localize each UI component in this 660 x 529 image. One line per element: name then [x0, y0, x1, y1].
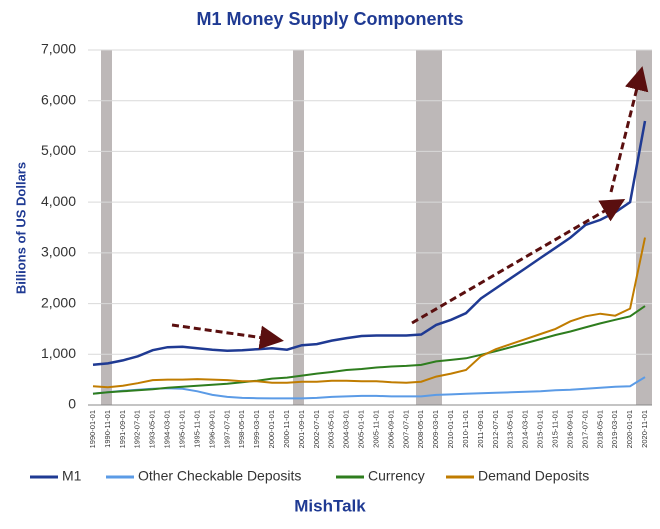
x-tick-label: 2020-11-01	[640, 410, 649, 448]
legend-label: M1	[62, 468, 82, 484]
x-tick-label: 2008-05-01	[416, 410, 425, 448]
y-tick-label: 1,000	[41, 345, 76, 361]
legend-item: M1	[30, 468, 82, 484]
x-tick-label: 2012-07-01	[491, 410, 500, 448]
arrow	[609, 66, 649, 193]
x-tick-label: 1992-07-01	[133, 410, 142, 448]
x-tick-label: 1997-07-01	[222, 410, 231, 448]
x-tick-label: 2005-01-01	[357, 410, 366, 448]
x-tick-label: 2010-11-01	[461, 410, 470, 448]
x-tick-label: 2010-01-01	[446, 410, 455, 448]
x-tick-label: 2000-01-01	[267, 410, 276, 448]
x-tick-label: 2006-09-01	[386, 410, 395, 448]
x-tick-label: 2019-03-01	[610, 410, 619, 448]
x-tick-label: 1994-03-01	[163, 410, 172, 448]
line-series	[92, 376, 646, 400]
y-tick-label: 0	[68, 396, 76, 412]
x-tick-label: 2020-01-01	[625, 410, 634, 448]
x-tick-label: 1995-11-01	[192, 410, 201, 448]
annotations	[171, 66, 649, 350]
y-tick-label: 3,000	[41, 244, 76, 260]
x-tick-label: 2015-11-01	[551, 410, 560, 448]
x-tick-label: 2007-07-01	[401, 410, 410, 448]
legend-item: Currency	[336, 468, 425, 484]
y-axis-label: Billions of US Dollars	[13, 162, 28, 294]
legend-label: Other Checkable Deposits	[138, 468, 301, 484]
x-tick-label: 2011-09-01	[476, 410, 485, 448]
x-tick-label: 1996-09-01	[207, 410, 216, 448]
recession-band	[636, 50, 652, 405]
recession-band	[101, 50, 112, 405]
legend-label: Currency	[368, 468, 425, 484]
x-tick-label: 2013-05-01	[506, 410, 515, 448]
chart-title: M1 Money Supply Components	[196, 9, 463, 29]
x-tick-label: 1993-05-01	[148, 410, 157, 448]
x-tick-label: 2016-09-01	[565, 410, 574, 448]
x-tick-label: 2014-03-01	[521, 410, 530, 448]
y-tick-label: 4,000	[41, 193, 76, 209]
y-tick-label: 5,000	[41, 142, 76, 158]
x-tick-label: 1998-05-01	[237, 410, 246, 448]
y-tick-label: 6,000	[41, 91, 76, 107]
y-tick-label: 2,000	[41, 294, 76, 310]
x-tick-label: 1999-03-01	[252, 410, 261, 448]
x-tick-label: 2001-09-01	[297, 410, 306, 448]
recession-band	[416, 50, 442, 405]
arrow	[171, 323, 284, 350]
x-tick-label: 2000-11-01	[282, 410, 291, 448]
x-tick-label: 2009-03-01	[431, 410, 440, 448]
x-tick-label: 2015-01-01	[536, 410, 545, 448]
legend-label: Demand Deposits	[478, 468, 589, 484]
x-tick-label: 1991-09-01	[118, 410, 127, 448]
source: MishTalk	[294, 496, 366, 515]
x-tick-label: 1995-01-01	[178, 410, 187, 448]
arrow	[411, 198, 626, 325]
line-series	[92, 305, 646, 395]
legend-item: Other Checkable Deposits	[106, 468, 301, 484]
x-tick-label: 2003-05-01	[327, 410, 336, 448]
recession-bands	[101, 50, 652, 405]
x-tick-label: 1990-01-01	[88, 410, 97, 448]
plot: 0 1,000 2,000 3,000 4,000 5,000 6,000 7,000 1990…	[41, 41, 652, 448]
x-tick-label: 2017-07-01	[580, 410, 589, 448]
line-series	[92, 120, 647, 366]
recession-band	[293, 50, 304, 405]
x-tick-label: 2018-05-01	[595, 410, 604, 448]
x-tick-label: 2005-11-01	[371, 410, 380, 448]
x-tick-label: 2004-03-01	[342, 410, 351, 448]
line-series	[92, 237, 646, 389]
x-tick-label: 2002-07-01	[312, 410, 321, 448]
x-tick-label: 1990-11-01	[103, 410, 112, 448]
y-tick-label: 7,000	[41, 41, 76, 57]
legend-item: Demand Deposits	[446, 468, 589, 484]
